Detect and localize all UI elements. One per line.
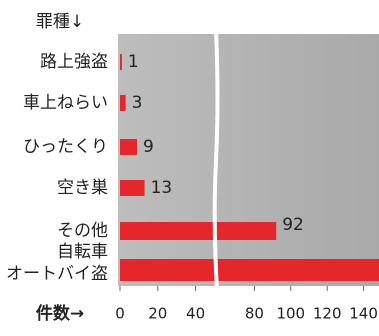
value-label: 3	[132, 93, 143, 113]
category-label: オートバイ盗	[6, 264, 108, 284]
value-label: 92	[282, 215, 304, 235]
x-tick-label: 120	[313, 305, 342, 323]
bar	[120, 180, 145, 196]
bar	[120, 95, 126, 111]
x-tick-label: 0	[115, 305, 125, 323]
bar	[120, 222, 277, 240]
category-label: ひったくり	[23, 137, 108, 157]
value-label: 1	[128, 52, 139, 72]
category-label: 自転車	[57, 242, 108, 262]
axis-label: 件数→	[36, 303, 84, 324]
bar	[120, 259, 379, 281]
x-tick-label: 80	[245, 305, 264, 323]
category-header: 罪種↓	[36, 12, 84, 32]
category-label: その他	[57, 221, 108, 241]
category-label: 空き巣	[57, 178, 108, 198]
bar	[120, 139, 138, 155]
x-tick-label: 40	[186, 305, 205, 323]
axis-break	[212, 29, 220, 291]
bar	[120, 54, 122, 70]
plot-area	[118, 34, 379, 286]
x-tick-label: 20	[148, 305, 167, 323]
value-label: 9	[143, 137, 154, 157]
x-tick-label: 140	[349, 305, 378, 323]
x-tick-label: 100	[276, 305, 305, 323]
value-label: 13	[151, 178, 173, 198]
category-label: 車上ねらい	[23, 93, 108, 113]
category-label: 路上強盗	[40, 52, 108, 72]
